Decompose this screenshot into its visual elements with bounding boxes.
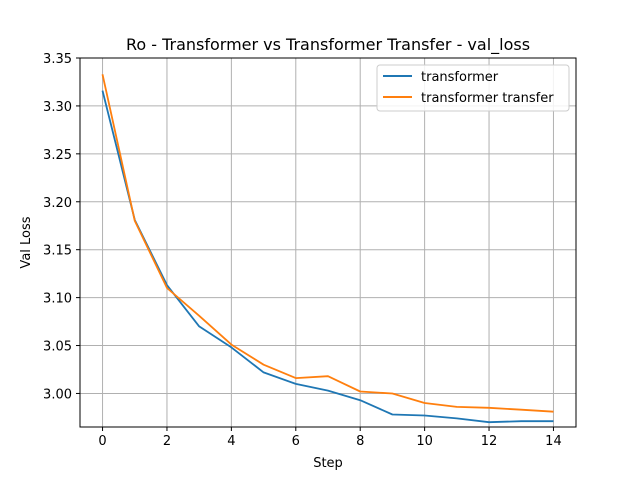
series-line-transformer-transfer <box>101 74 554 413</box>
y-tick-label: 3.30 <box>43 100 72 115</box>
legend-label-transformer-transfer: transformer transfer <box>421 91 554 106</box>
grid <box>80 57 576 427</box>
x-tick-label: 6 <box>292 434 300 449</box>
y-tick-label: 3.05 <box>43 340 72 355</box>
y-tick-label: 3.35 <box>43 52 72 67</box>
series-line-transformer <box>101 90 554 424</box>
x-tick-label: 8 <box>356 434 364 449</box>
series-layer <box>101 74 554 424</box>
x-tick-label: 10 <box>416 434 433 449</box>
y-tick-label: 3.15 <box>43 244 72 259</box>
x-tick-label: 2 <box>163 434 171 449</box>
y-axis-label: Val Loss <box>19 216 34 268</box>
chart-title: Ro - Transformer vs Transformer Transfer… <box>126 35 530 55</box>
ticks: 0 2 4 6 8 10 12 14 3.00 3.05 3.10 3.15 3.20 3.25 3.30 3… <box>43 52 562 449</box>
x-tick-label: 12 <box>481 434 498 449</box>
legend-box <box>376 64 570 112</box>
x-tick-label: 4 <box>227 434 235 449</box>
legend-label-transformer: transformer <box>421 70 499 85</box>
legend: transformer transformer transfer <box>376 64 570 112</box>
plot-frame <box>79 57 577 428</box>
y-tick-label: 3.00 <box>43 387 72 402</box>
x-tick-label: 14 <box>545 434 562 449</box>
y-tick-label: 3.10 <box>43 292 72 307</box>
y-tick-label: 3.20 <box>43 196 72 211</box>
x-tick-label: 0 <box>98 434 106 449</box>
x-axis-label: Step <box>313 456 343 471</box>
y-tick-label: 3.25 <box>43 148 72 163</box>
